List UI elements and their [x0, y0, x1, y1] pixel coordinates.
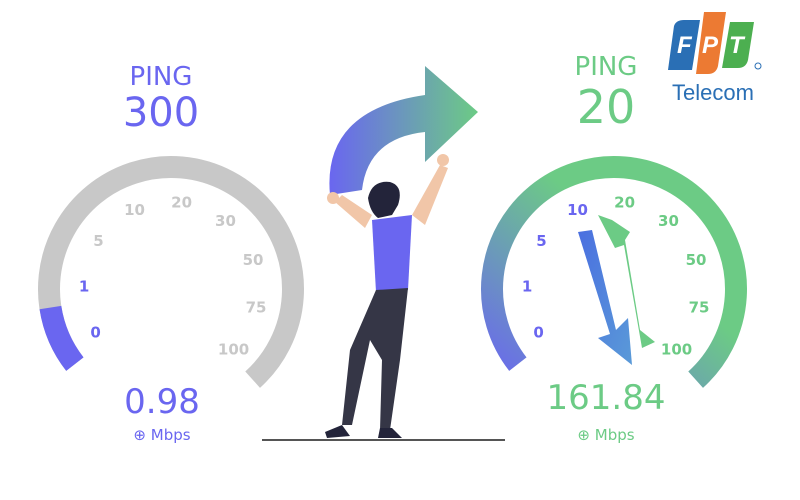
- before-gauge-track: [38, 156, 304, 388]
- svg-text:T: T: [729, 32, 746, 59]
- before-tick-label: 30: [215, 212, 236, 230]
- before-ping-value: 300: [122, 90, 200, 136]
- after-tick-label: 10: [567, 201, 588, 219]
- before-gauge-fill: [39, 305, 84, 371]
- after-ping-label: PING: [574, 52, 638, 82]
- logo-subtitle: Telecom: [672, 80, 754, 105]
- svg-text:P: P: [702, 32, 719, 59]
- before-speed-value: 0.98: [124, 382, 200, 422]
- before-tick-label: 75: [246, 298, 267, 316]
- after-gauge-fill: [481, 156, 747, 388]
- after-tick-label: 0: [533, 324, 543, 342]
- svg-text:F: F: [677, 32, 693, 59]
- before-speed-unit: Mbps: [150, 426, 191, 444]
- after-tick-label: 20: [614, 194, 635, 212]
- curved-arrow: [329, 66, 478, 195]
- download-arrow-icon: ⊕: [133, 426, 146, 444]
- before-ping-label: PING: [129, 62, 193, 92]
- after-tick-label: 50: [686, 251, 707, 269]
- before-tick-label: 1: [79, 277, 89, 295]
- download-arrow-icon: ⊕: [577, 426, 590, 444]
- after-speed-unit-row: ⊕ Mbps: [516, 426, 696, 444]
- before-speed-unit-row: ⊕ Mbps: [72, 426, 252, 444]
- after-speed-unit: Mbps: [594, 426, 635, 444]
- after-ping-value: 20: [576, 80, 636, 134]
- fpt-telecom-logo: F P T Telecom: [660, 8, 770, 108]
- after-tick-label: 75: [689, 298, 710, 316]
- before-tick-label: 0: [90, 324, 100, 342]
- before-tick-label: 100: [218, 340, 249, 358]
- after-tick-label: 1: [522, 277, 532, 295]
- before-tick-label: 10: [124, 201, 145, 219]
- after-tick-label: 100: [661, 340, 692, 358]
- person-figure: [262, 154, 505, 441]
- before-tick-label: 5: [93, 232, 103, 250]
- after-speed-value: 161.84: [546, 378, 666, 418]
- fpt-logo-mark: F P T: [668, 12, 762, 74]
- before-tick-label: 20: [171, 194, 192, 212]
- after-tick-label: 5: [536, 232, 546, 250]
- speed-bolt-icon: [578, 215, 655, 365]
- before-tick-label: 50: [243, 251, 264, 269]
- after-tick-label: 30: [658, 212, 679, 230]
